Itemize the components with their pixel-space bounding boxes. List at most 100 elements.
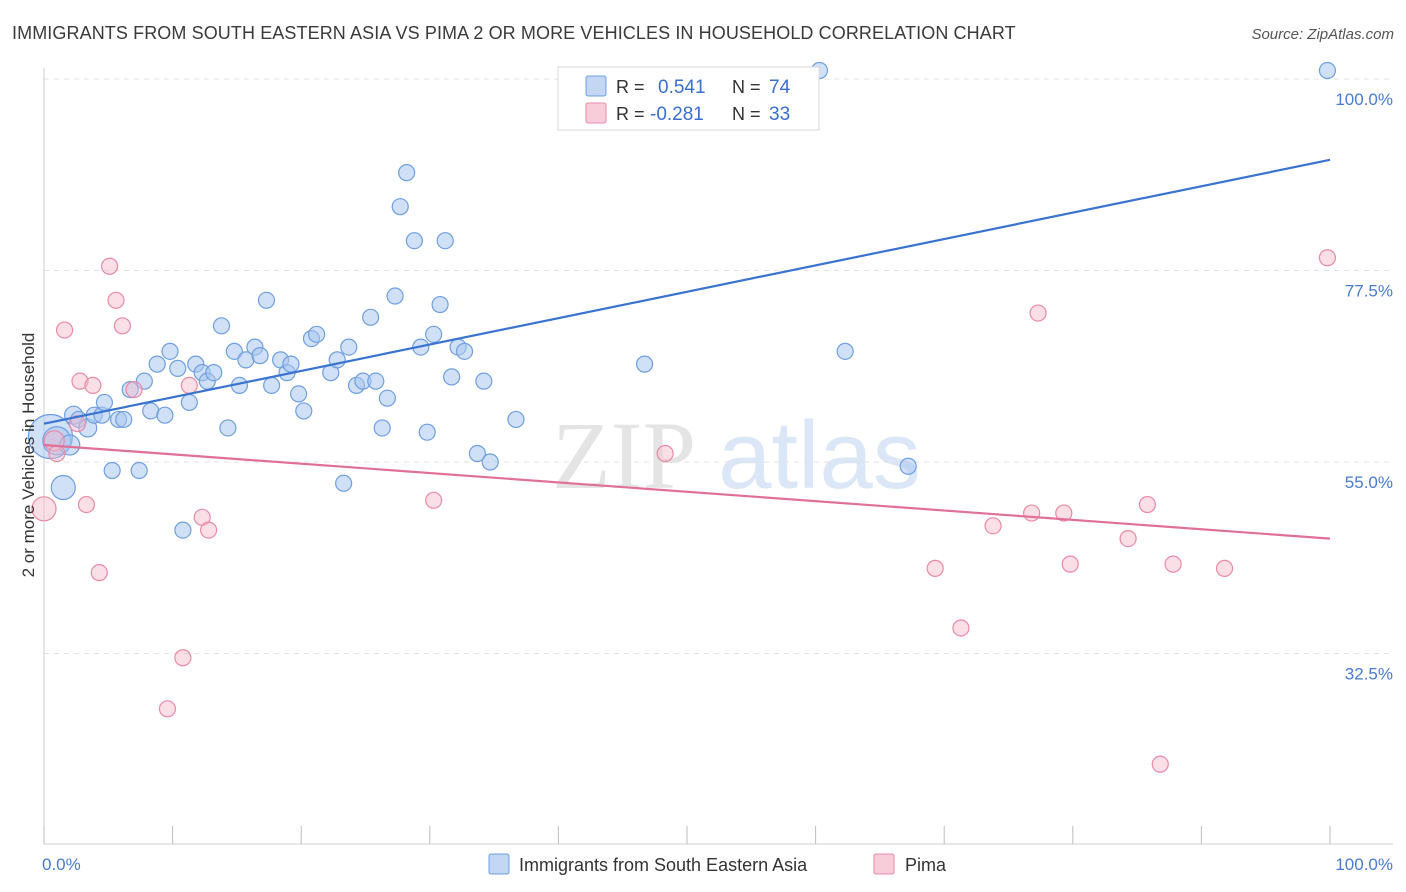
y-tick-label: 100.0% — [1335, 90, 1393, 109]
point-pima — [1061, 555, 1079, 573]
legend-r-value-blue: 0.541 — [658, 77, 706, 98]
point-south-eastern-asia — [115, 410, 133, 429]
point-south-eastern-asia — [373, 419, 391, 437]
point-south-eastern-asia — [443, 368, 461, 386]
trend-line-pima — [43, 443, 1331, 540]
point-pima — [31, 496, 57, 522]
point-pima — [1318, 249, 1337, 267]
point-south-eastern-asia — [290, 385, 308, 403]
point-south-eastern-asia — [169, 359, 187, 377]
point-pima — [158, 700, 177, 718]
point-south-eastern-asia — [121, 381, 139, 399]
point-south-eastern-asia — [391, 198, 409, 216]
point-pima — [952, 619, 970, 637]
point-south-eastern-asia — [263, 376, 281, 394]
point-south-eastern-asia — [156, 406, 174, 424]
point-south-eastern-asia — [378, 389, 396, 407]
legend-r-value-pink: -0.281 — [650, 104, 704, 125]
legend-swatch-pink — [585, 102, 607, 124]
zipatlas-watermark: ZIP atlas — [552, 402, 921, 509]
y-tick-label: 32.5% — [1345, 665, 1393, 684]
point-south-eastern-asia — [295, 402, 313, 420]
point-south-eastern-asia — [635, 355, 654, 373]
x-tick-label: 0.0% — [42, 855, 81, 874]
series-legend-swatch-blue — [488, 853, 510, 875]
point-south-eastern-asia — [431, 295, 449, 314]
point-south-eastern-asia — [836, 342, 854, 360]
point-pima — [1023, 504, 1041, 522]
trend-lines — [43, 158, 1331, 540]
point-south-eastern-asia — [148, 355, 166, 373]
point-pima — [926, 559, 944, 577]
point-pima — [1215, 559, 1234, 577]
point-pima — [1138, 495, 1156, 514]
point-pima — [174, 649, 192, 667]
point-south-eastern-asia — [418, 423, 436, 441]
point-south-eastern-asia — [282, 355, 300, 373]
point-south-eastern-asia — [899, 457, 917, 475]
point-south-eastern-asia — [142, 402, 160, 420]
point-pima — [180, 376, 198, 394]
point-south-eastern-asia — [103, 461, 121, 480]
point-pima — [71, 372, 89, 390]
point-pima — [425, 491, 443, 509]
point-pima — [100, 257, 119, 275]
point-pima — [77, 495, 96, 514]
watermark-atlas: atlas — [718, 402, 921, 509]
legend-n-label-pink: N = — [732, 104, 761, 124]
point-south-eastern-asia — [1318, 61, 1337, 80]
point-south-eastern-asia — [468, 444, 486, 463]
chart-title: IMMIGRANTS FROM SOUTH EASTERN ASIA VS PI… — [12, 23, 1016, 43]
series-legend-swatch-pink — [873, 853, 895, 875]
point-pima — [107, 291, 125, 309]
legend-n-value-blue: 74 — [769, 77, 791, 98]
stats-legend: R = 0.541 N = 74 R = -0.281 N = 33 — [557, 66, 820, 131]
point-south-eastern-asia — [161, 342, 179, 360]
point-pima — [1055, 504, 1073, 522]
point-south-eastern-asia — [405, 232, 423, 250]
point-south-eastern-asia — [308, 325, 326, 343]
point-south-eastern-asia — [212, 317, 231, 335]
point-south-eastern-asia — [174, 521, 192, 539]
series-legend-label-blue: Immigrants from South Eastern Asia — [519, 855, 808, 875]
point-south-eastern-asia — [362, 308, 380, 326]
legend-n-label-blue: N = — [732, 77, 761, 97]
point-pima — [200, 521, 218, 539]
point-south-eastern-asia — [475, 372, 493, 390]
x-tick-label: 100.0% — [1335, 855, 1393, 874]
series-legend: Immigrants from South Eastern Asia Pima — [488, 853, 947, 875]
point-pima — [125, 381, 143, 399]
trend-line-south-eastern-asia — [43, 158, 1331, 425]
series-legend-label-pink: Pima — [905, 855, 947, 875]
point-south-eastern-asia — [219, 419, 237, 437]
point-south-eastern-asia — [386, 287, 404, 305]
point-south-eastern-asia — [257, 291, 276, 309]
point-pima — [90, 564, 108, 582]
point-south-eastern-asia — [481, 453, 499, 471]
point-south-eastern-asia — [251, 347, 269, 365]
point-pima — [1029, 304, 1047, 322]
point-south-eastern-asia — [180, 393, 198, 412]
point-south-eastern-asia — [50, 474, 76, 501]
point-pima — [1151, 755, 1169, 773]
point-pima — [1119, 529, 1137, 548]
point-south-eastern-asia — [130, 461, 148, 480]
point-pima — [68, 415, 87, 433]
point-south-eastern-asia — [507, 410, 525, 429]
chart-source: Source: ZipAtlas.com — [1251, 26, 1394, 43]
point-south-eastern-asia — [455, 342, 474, 360]
point-south-eastern-asia — [436, 232, 454, 250]
point-south-eastern-asia — [398, 164, 416, 182]
point-pima — [984, 517, 1002, 535]
watermark-zip: ZIP — [552, 402, 696, 509]
point-pima — [113, 317, 132, 335]
legend-r-label-blue: R = — [616, 77, 645, 97]
point-south-eastern-asia — [225, 342, 243, 360]
legend-swatch-blue — [585, 75, 607, 97]
point-pima — [55, 321, 74, 339]
point-south-eastern-asia — [367, 372, 385, 390]
point-south-eastern-asia — [335, 474, 353, 492]
point-south-eastern-asia — [425, 325, 443, 343]
legend-r-label-pink: R = — [616, 104, 645, 124]
